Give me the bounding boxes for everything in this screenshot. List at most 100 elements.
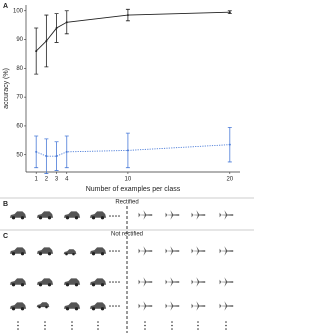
plane-image	[190, 301, 206, 311]
car-image	[89, 247, 107, 256]
plane-image	[137, 277, 153, 287]
point	[35, 50, 38, 53]
dot	[97, 324, 99, 327]
y-tick-label: 70	[16, 95, 23, 101]
x-tick-label: 20	[226, 177, 233, 183]
dot	[115, 250, 117, 252]
car-image	[9, 302, 27, 311]
figure: A 50 60 70 80 90 100 1 2 3 4 10 20 Number of example…	[0, 3, 254, 333]
dot	[144, 321, 146, 323]
dot	[109, 250, 111, 252]
ellipsis-dots	[17, 215, 227, 330]
point	[228, 143, 231, 146]
dot	[109, 281, 111, 283]
dot	[97, 321, 99, 323]
dot	[197, 324, 199, 327]
car-image	[63, 302, 81, 311]
plane-image	[218, 301, 234, 311]
car-image	[63, 278, 81, 287]
dot	[197, 321, 199, 323]
x-tick-label: 10	[125, 177, 132, 183]
x-tick-label: 2	[45, 177, 49, 183]
plane-image	[218, 277, 234, 287]
car-image	[9, 211, 27, 220]
car-image	[36, 247, 54, 256]
rectified-images	[9, 210, 234, 220]
chart-a: 50 60 70 80 90 100 1 2 3 4 10 20 Number of examples …	[3, 5, 240, 193]
y-tick-label: 100	[13, 8, 24, 14]
dot	[112, 250, 114, 252]
plane-image	[190, 246, 206, 256]
panel-label: C	[3, 233, 8, 240]
dot	[171, 324, 173, 327]
dot	[225, 321, 227, 323]
dot	[115, 305, 117, 307]
plane-image	[190, 210, 206, 220]
not-rectified-images	[9, 246, 234, 311]
plane-image	[164, 277, 180, 287]
car-image	[9, 278, 27, 287]
y-tick-label: 80	[16, 66, 23, 72]
y-tick-label: 60	[16, 124, 23, 130]
plane-image	[137, 210, 153, 220]
point	[126, 149, 129, 152]
dot	[71, 321, 73, 323]
panel-label: A	[3, 3, 8, 10]
plane-image	[137, 301, 153, 311]
car-image	[63, 211, 81, 220]
car-image	[36, 302, 50, 309]
x-tick-label: 3	[55, 177, 59, 183]
panel-label: B	[3, 201, 8, 208]
point	[65, 150, 68, 153]
plane-image	[164, 210, 180, 220]
car-image	[36, 278, 54, 287]
panel-title: Rectified	[115, 200, 138, 206]
y-tick-label: 90	[16, 37, 23, 43]
dot	[144, 328, 146, 330]
car-image	[36, 211, 54, 220]
plane-image	[137, 246, 153, 256]
series-line	[36, 144, 230, 157]
x-tick-label: 4	[65, 177, 69, 183]
y-tick-label: 50	[16, 152, 23, 158]
dot	[171, 321, 173, 323]
point	[228, 11, 231, 14]
dot	[112, 305, 114, 307]
car-image	[89, 278, 107, 287]
dot	[115, 281, 117, 283]
plane-image	[164, 301, 180, 311]
dot	[17, 324, 19, 327]
dot	[44, 328, 46, 330]
point	[45, 155, 48, 158]
x-axis-label: Number of examples per class	[86, 186, 181, 193]
dot	[44, 324, 46, 327]
plane-image	[164, 246, 180, 256]
dot	[118, 305, 120, 307]
dot	[109, 305, 111, 307]
dot	[171, 328, 173, 330]
dot	[118, 281, 120, 283]
dot	[112, 215, 114, 217]
point	[65, 21, 68, 24]
dot	[118, 215, 120, 217]
dot	[97, 328, 99, 330]
car-image	[89, 302, 107, 311]
dot	[144, 324, 146, 327]
dot	[112, 281, 114, 283]
dot	[197, 328, 199, 330]
dot	[71, 324, 73, 327]
car-image	[63, 249, 77, 256]
series-line	[35, 11, 230, 52]
dot	[17, 321, 19, 323]
point	[55, 27, 58, 30]
plane-image	[218, 246, 234, 256]
dot	[109, 215, 111, 217]
point	[35, 150, 38, 153]
dot	[17, 328, 19, 330]
car-image	[9, 247, 27, 256]
dot	[71, 328, 73, 330]
point	[45, 39, 48, 42]
dot	[225, 324, 227, 327]
x-tick-label: 1	[35, 177, 39, 183]
dot	[118, 250, 120, 252]
